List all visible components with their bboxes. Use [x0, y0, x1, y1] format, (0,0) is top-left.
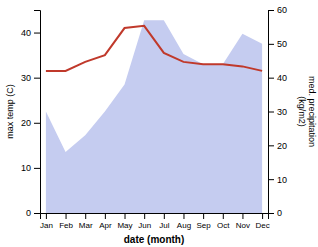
x-tick-label: Dec: [255, 221, 269, 230]
x-tick-mark: [105, 213, 106, 219]
y-tick-mark: [34, 168, 40, 169]
marks: [46, 20, 262, 213]
x-tick-label: Mar: [79, 221, 93, 230]
y2-tick: 10: [268, 175, 287, 185]
y-tick: 20: [21, 118, 40, 128]
x-tick: Jul: [159, 213, 169, 230]
y2-tick-label: 50: [277, 39, 287, 49]
y-tick: 40: [21, 28, 40, 38]
y-tick-mark: [34, 123, 40, 124]
x-tick: Jun: [138, 213, 151, 230]
y2-axis: 0 10 20 30 40 50 60: [268, 5, 287, 218]
y2-tick: 50: [268, 39, 287, 49]
y2-tick: 0: [268, 208, 282, 218]
y2-tick-label: 10: [277, 175, 287, 185]
y2-axis-title-line: (kg/m2): [297, 96, 307, 127]
x-tick-label: Feb: [59, 221, 73, 230]
x-tick-label: Oct: [217, 221, 230, 230]
y-tick-label: 20: [21, 118, 31, 128]
y2-tick-mark: [268, 179, 274, 180]
y2-tick: 20: [268, 141, 287, 151]
y-tick-label: 30: [21, 73, 31, 83]
y2-tick-mark: [268, 44, 274, 45]
x-tick-mark: [85, 213, 86, 219]
area: [46, 20, 262, 213]
x-axis: Jan Feb Mar Apr May Jun Jul Aug Sep Oct Nov Dec: [40, 213, 270, 230]
x-axis-title: date (month): [124, 234, 185, 245]
x-tick: Aug: [177, 213, 191, 230]
y2-tick-label: 20: [277, 141, 287, 151]
plot: Jan Feb Mar Apr May Jun Jul Aug Sep Oct Nov Dec 0 10 2…: [5, 5, 317, 245]
y-tick: 10: [21, 163, 40, 173]
y2-tick-label: 0: [277, 208, 282, 218]
x-tick-label: Sep: [197, 221, 212, 230]
x-tick: Oct: [217, 213, 230, 230]
x-tick-mark: [242, 213, 243, 219]
x-tick: Dec: [255, 213, 269, 230]
x-tick-mark: [46, 213, 47, 219]
y-tick: 30: [21, 73, 40, 83]
x-tick-mark: [144, 213, 145, 219]
y2-tick-mark: [268, 78, 274, 79]
axis-line: [41, 214, 269, 220]
x-tick: Feb: [59, 213, 73, 230]
x-tick-mark: [183, 213, 184, 219]
y-tick-mark: [34, 33, 40, 34]
y-tick-mark: [34, 213, 40, 214]
y-tick-label: 40: [21, 28, 31, 38]
y-tick-label: 10: [21, 163, 31, 173]
x-tick-label: Jul: [159, 221, 169, 230]
chart: Jan Feb Mar Apr May Jun Jul Aug Sep Oct Nov Dec 0 10 2…: [0, 0, 318, 247]
axis-line: [34, 11, 41, 214]
x-tick: Jan: [40, 213, 53, 230]
y-axis-title: max temp (C): [5, 84, 15, 139]
x-tick: May: [117, 213, 132, 230]
x-tick-label: Jan: [40, 221, 53, 230]
x-tick-mark: [164, 213, 165, 219]
y-tick-mark: [34, 78, 40, 79]
x-tick: Mar: [79, 213, 93, 230]
y2-tick: 40: [268, 73, 287, 83]
x-tick: Apr: [99, 213, 112, 230]
y-tick-label: 0: [26, 208, 31, 218]
x-tick-label: Aug: [177, 221, 191, 230]
y2-tick-mark: [268, 10, 274, 11]
axis-line: [269, 11, 275, 214]
y2-tick: 60: [268, 5, 287, 15]
x-tick-label: May: [117, 221, 132, 230]
x-tick-label: Jun: [138, 221, 151, 230]
x-tick: Sep: [197, 213, 212, 230]
line: [46, 26, 262, 71]
y2-axis-title: med. precipitation(kg/m2): [297, 76, 317, 147]
y2-tick-mark: [268, 112, 274, 113]
y2-axis-title-line: med. precipitation: [307, 76, 317, 147]
x-tick-mark: [125, 213, 126, 219]
x-tick-mark: [203, 213, 204, 219]
y2-tick-mark: [268, 213, 274, 214]
x-tick-mark: [223, 213, 224, 219]
y2-tick: 30: [268, 107, 287, 117]
y-tick: 0: [26, 208, 40, 218]
x-tick-mark: [262, 213, 263, 219]
x-tick: Nov: [236, 213, 250, 230]
x-tick-label: Apr: [99, 221, 112, 230]
y2-tick-label: 60: [277, 5, 287, 15]
y2-tick-label: 30: [277, 107, 287, 117]
x-tick-label: Nov: [236, 221, 250, 230]
y-axis: 0 10 20 30 40: [21, 11, 41, 219]
y2-tick-mark: [268, 145, 274, 146]
y2-tick-label: 40: [277, 73, 287, 83]
x-tick-mark: [66, 213, 67, 219]
